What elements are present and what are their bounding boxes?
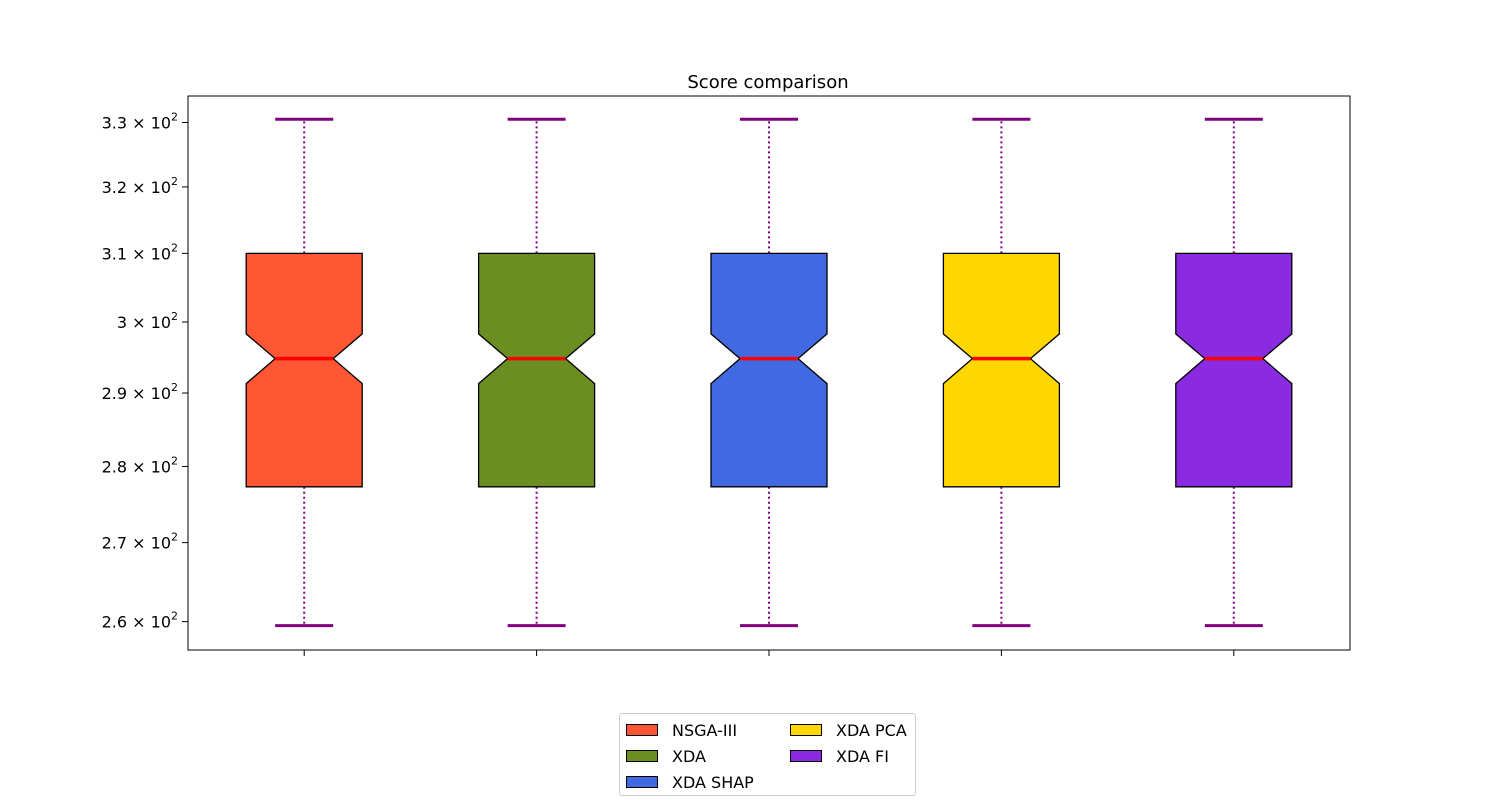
y-tick-label: 3.2 × 102 [102, 175, 178, 197]
box-body [477, 252, 596, 488]
legend-item-nsga-iii: NSGA-III [626, 720, 737, 740]
y-tick: 3.3 × 102 [102, 110, 188, 132]
box-xda-fi [1175, 117, 1293, 628]
y-tick-label: 3.1 × 102 [102, 241, 178, 263]
box-xda-shap [710, 117, 828, 628]
y-tick-label: 2.8 × 102 [102, 454, 178, 476]
legend-swatch [626, 776, 658, 788]
y-axis: 2.6 × 102 2.7 × 102 2.8 × 102 2.9 × 102 3 × … [102, 110, 188, 632]
legend-swatch [626, 724, 658, 736]
box-nsga-iii [245, 117, 363, 628]
box-body [942, 252, 1061, 488]
box-xda-pca [942, 117, 1061, 628]
legend-item-xda-pca: XDA PCA [790, 720, 907, 740]
y-tick: 2.8 × 102 [102, 454, 188, 476]
legend-swatch [626, 750, 658, 762]
y-tick: 2.6 × 102 [102, 610, 188, 632]
legend-label: XDA [672, 746, 706, 766]
legend-item-xda: XDA [626, 746, 706, 766]
legend-item-xda-shap: XDA SHAP [626, 772, 754, 792]
y-tick-label: 2.6 × 102 [102, 610, 178, 632]
legend-label: XDA SHAP [672, 772, 754, 792]
y-tick: 3 × 102 [117, 310, 188, 332]
y-tick-label: 2.9 × 102 [102, 381, 178, 403]
legend-swatch [790, 750, 822, 762]
y-tick: 2.7 × 102 [102, 531, 188, 553]
legend-label: NSGA-III [672, 720, 738, 740]
y-tick-label: 2.7 × 102 [102, 531, 178, 553]
y-tick: 3.1 × 102 [102, 241, 188, 263]
y-tick: 3.2 × 102 [102, 175, 188, 197]
x-axis [303, 650, 1235, 656]
y-tick-label: 3 × 102 [117, 310, 178, 332]
legend-swatch [790, 724, 822, 736]
y-tick: 2.9 × 102 [102, 381, 188, 403]
box-body [710, 252, 828, 488]
legend: NSGA-III XDA XDA SHAP XDA PCA XDA FI [619, 713, 916, 796]
box-body [245, 252, 363, 488]
box-xda [477, 117, 596, 628]
legend-label: XDA FI [836, 746, 889, 766]
legend-label: XDA PCA [836, 720, 907, 740]
y-tick-label: 3.3 × 102 [102, 110, 178, 132]
legend-item-xda-fi: XDA FI [790, 746, 889, 766]
box-body [1175, 252, 1293, 488]
box-group [245, 117, 1293, 628]
chart-title: Score comparison [687, 72, 848, 93]
